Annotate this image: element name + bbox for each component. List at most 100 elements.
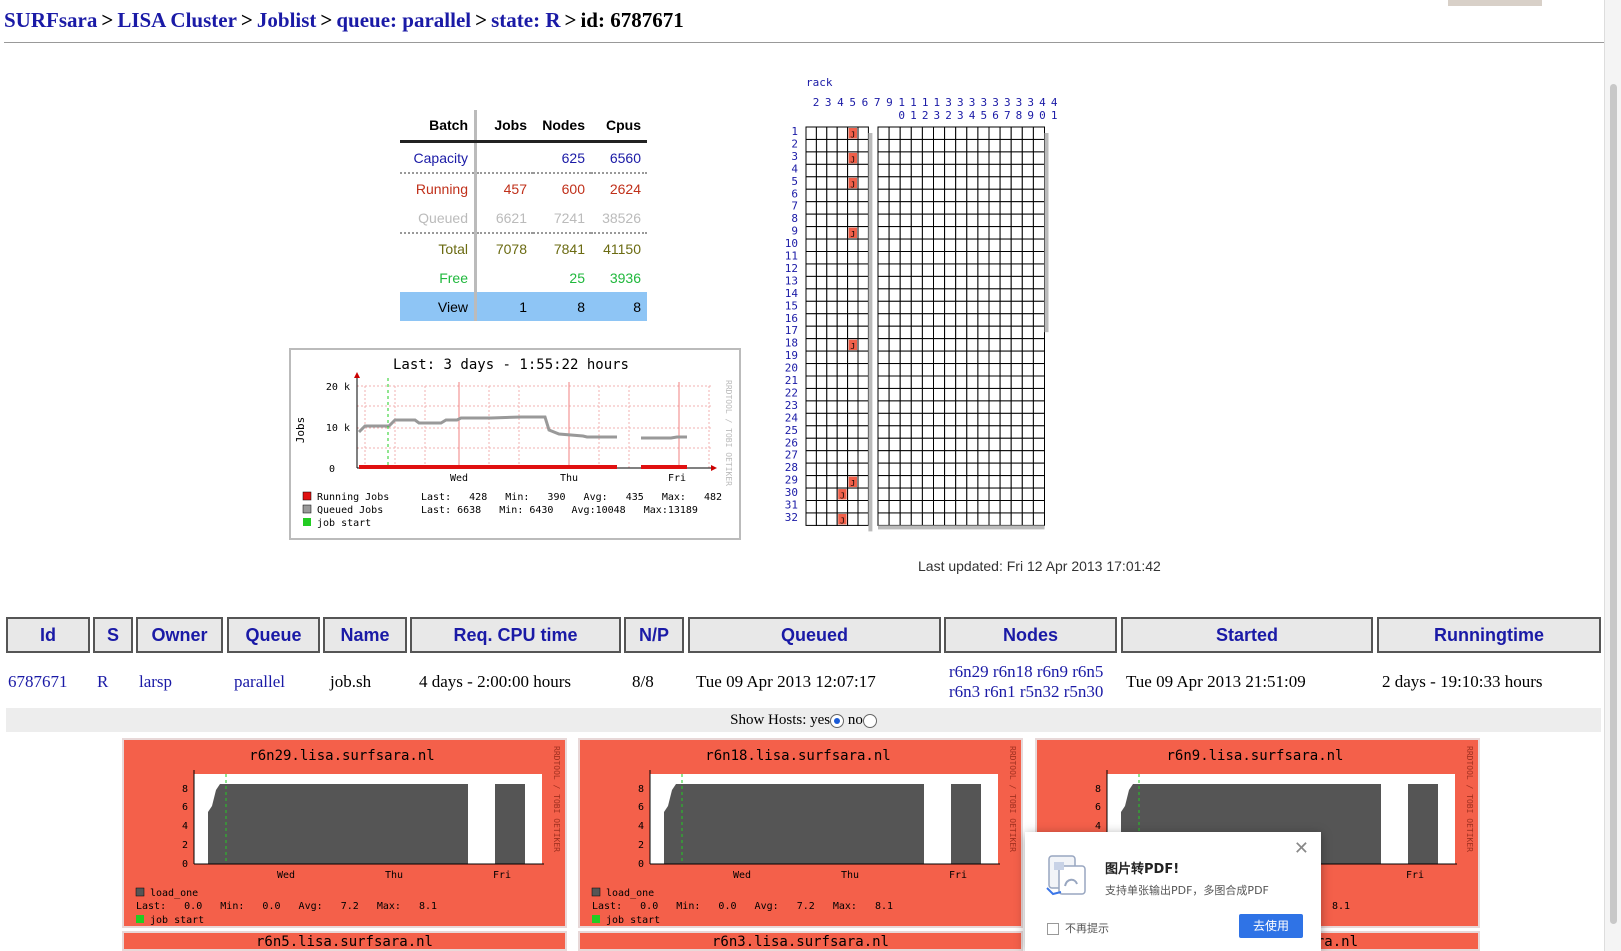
rack-cell[interactable] [1021, 275, 1034, 290]
rack-cell[interactable] [805, 325, 817, 340]
rack-cell[interactable] [944, 176, 957, 190]
rack-cell[interactable] [966, 263, 979, 277]
rack-cell[interactable] [921, 350, 934, 365]
rack-cell[interactable] [1032, 437, 1045, 452]
rack-cell[interactable] [999, 226, 1012, 240]
rack-cell[interactable] [836, 300, 849, 315]
rack-cell[interactable] [815, 176, 828, 190]
rack-cell[interactable] [815, 226, 828, 240]
rack-cell[interactable] [944, 313, 957, 327]
rack-cell[interactable] [1021, 126, 1034, 140]
rack-cell[interactable] [888, 251, 901, 265]
rack-cell[interactable] [944, 288, 957, 302]
rack-cell[interactable] [805, 400, 817, 414]
rack-cell[interactable] [877, 201, 890, 215]
rack-cell[interactable] [910, 387, 923, 402]
rack-cell[interactable] [1032, 475, 1045, 489]
rack-cell[interactable] [877, 363, 890, 377]
rack-cell[interactable] [988, 325, 1001, 340]
rack-cell[interactable] [977, 201, 990, 215]
rack-cell[interactable] [826, 238, 838, 253]
rack-cell[interactable] [815, 126, 828, 140]
rack-cell[interactable] [955, 126, 968, 140]
rack-cell[interactable] [988, 462, 1001, 477]
rack-cell[interactable] [836, 201, 849, 215]
rack-cell[interactable] [857, 226, 869, 240]
rack-cell[interactable] [944, 387, 957, 402]
rack-cell[interactable] [805, 201, 817, 215]
rack-cell[interactable] [999, 163, 1012, 178]
rack-cell[interactable] [933, 325, 946, 340]
rack-cell[interactable] [966, 512, 979, 526]
rack-cell[interactable] [805, 138, 817, 153]
rack-cell[interactable] [888, 275, 901, 290]
rack-cell[interactable] [977, 437, 990, 452]
rack-cell[interactable] [988, 151, 1001, 165]
node-link-r6n18[interactable]: r6n18 [992, 662, 1033, 681]
rack-cell[interactable] [1032, 138, 1045, 153]
rack-cell[interactable] [944, 363, 957, 377]
rack-cell[interactable] [857, 487, 869, 501]
rack-cell[interactable] [857, 126, 869, 140]
rack-cell[interactable] [944, 350, 957, 365]
rack-cell[interactable] [999, 387, 1012, 402]
rack-cell[interactable] [1010, 387, 1023, 402]
rack-cell[interactable] [815, 363, 828, 377]
rack-cell[interactable] [944, 487, 957, 501]
rack-cell[interactable] [955, 500, 968, 514]
rack-cell[interactable] [857, 313, 869, 327]
rack-cell[interactable] [988, 363, 1001, 377]
rack-cell[interactable] [826, 412, 838, 427]
rack-cell[interactable] [805, 412, 817, 427]
rack-cell[interactable] [899, 176, 912, 190]
rack-cell[interactable] [899, 188, 912, 203]
rack-cell[interactable] [921, 500, 934, 514]
rack-cell[interactable] [955, 238, 968, 253]
rack-cell[interactable] [944, 138, 957, 153]
rack-cell[interactable] [921, 363, 934, 377]
rack-cell[interactable] [899, 425, 912, 439]
rack-cell[interactable] [977, 412, 990, 427]
rack-cell[interactable] [899, 387, 912, 402]
job-owner-link[interactable]: larsp [139, 672, 173, 691]
breadcrumb-state[interactable]: state: R [491, 8, 561, 32]
rack-cell[interactable] [877, 263, 890, 277]
rack-cell[interactable] [1032, 325, 1045, 340]
rack-cell[interactable] [955, 425, 968, 439]
rack-cell[interactable] [1021, 325, 1034, 340]
rack-cell[interactable] [977, 263, 990, 277]
rack-cell[interactable] [899, 512, 912, 526]
rack-cell[interactable] [815, 375, 828, 389]
rack-cell[interactable] [944, 263, 957, 277]
rack-cell[interactable] [847, 238, 859, 253]
node-link-r6n9[interactable]: r6n9 [1036, 662, 1069, 681]
rack-cell[interactable] [877, 163, 890, 178]
rack-cell[interactable] [999, 288, 1012, 302]
rack-cell[interactable] [944, 450, 957, 464]
rack-cell[interactable] [805, 126, 817, 140]
rack-cell[interactable] [805, 213, 817, 228]
rack-cell[interactable] [1010, 350, 1023, 365]
rack-cell[interactable] [921, 325, 934, 340]
rack-cell[interactable] [966, 338, 979, 352]
rack-cell[interactable] [888, 151, 901, 165]
rack-cell[interactable] [899, 201, 912, 215]
rack-cell[interactable] [857, 163, 869, 178]
rack-cell[interactable] [988, 487, 1001, 501]
rack-cell[interactable] [1032, 425, 1045, 439]
rack-cell[interactable] [910, 425, 923, 439]
rack-cell[interactable] [944, 238, 957, 253]
rack-cell[interactable] [921, 251, 934, 265]
rack-cell[interactable] [899, 163, 912, 178]
rack-cell[interactable] [815, 400, 828, 414]
rack-cell[interactable] [888, 138, 901, 153]
rack-cell[interactable] [933, 213, 946, 228]
rack-cell[interactable] [955, 313, 968, 327]
rack-cell[interactable] [1021, 363, 1034, 377]
rack-cell[interactable] [944, 188, 957, 203]
rack-cell[interactable] [877, 300, 890, 315]
rack-cell[interactable] [899, 412, 912, 427]
rack-cell[interactable] [847, 487, 859, 501]
rack-cell[interactable] [999, 450, 1012, 464]
rack-cell[interactable] [966, 350, 979, 365]
